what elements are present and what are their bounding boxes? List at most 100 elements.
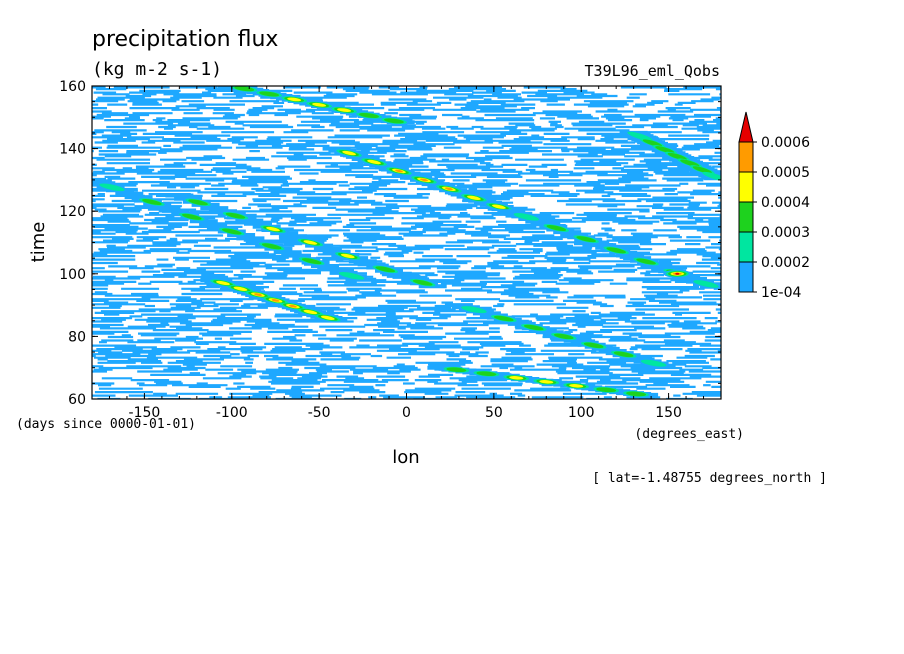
band-patch-level-2 — [412, 279, 433, 286]
band-patch-level-2 — [613, 351, 634, 358]
y-units: (days since 0000-01-01) — [16, 417, 196, 432]
band-patch-level-2 — [583, 342, 604, 349]
band-patch-level-3 — [287, 97, 302, 102]
eastward-propagating-band — [322, 146, 520, 212]
colorbar-label: 0.0006 — [761, 135, 810, 151]
band-patch-level-2 — [261, 243, 282, 250]
colorbar: 1e-04 0.0002 0.0003 0.0004 0.0005 0.0006 — [738, 111, 810, 301]
colorbar-segment — [738, 261, 754, 293]
band-patch-level-2 — [493, 315, 514, 322]
band-patch-level-2 — [680, 159, 700, 167]
colorbar-extend-arrow — [738, 111, 754, 143]
x-tick-label: -150 — [129, 405, 161, 421]
band-patch-level-3 — [233, 286, 248, 291]
x-tick-label: -50 — [308, 405, 331, 421]
y-tick-label: 160 — [59, 79, 86, 95]
band-patch-level-4 — [444, 187, 453, 191]
band-patch-level-1 — [99, 183, 125, 192]
background-streaks — [92, 86, 721, 399]
band-patch-level-2 — [188, 199, 208, 206]
colorbar-segment — [738, 231, 754, 263]
band-patch-level-4 — [271, 298, 280, 302]
x-axis-label: lon — [392, 447, 419, 468]
eastward-propagating-band — [217, 86, 415, 125]
band-patch-level-3 — [321, 315, 335, 320]
eastward-propagating-band — [444, 303, 676, 368]
y-tick-label: 140 — [59, 142, 86, 158]
band-patch-level-2 — [359, 112, 380, 119]
band-patch-level-2 — [446, 367, 467, 373]
band-patch-level-1 — [640, 359, 667, 367]
colorbar-label: 1e-04 — [761, 285, 801, 301]
band-patch-level-2 — [667, 152, 687, 161]
plot-area — [92, 86, 721, 399]
eastward-propagating-band — [427, 365, 659, 397]
band-patch-level-2 — [301, 258, 322, 265]
band-patch-level-2 — [606, 247, 626, 254]
band-patch-level-3 — [337, 108, 352, 113]
local-maximum — [663, 269, 692, 278]
band-patch-level-2 — [222, 228, 242, 235]
colorbar-label: 0.0005 — [761, 165, 810, 181]
subset-note: [ lat=-1.48755 degrees_north ] — [592, 471, 827, 486]
band-patch-level-4 — [288, 304, 297, 308]
colorbar-label: 0.0002 — [761, 255, 810, 271]
eastward-propagating-band — [200, 278, 347, 322]
band-patch-level-3 — [312, 102, 327, 107]
band-patch-level-3 — [216, 280, 230, 286]
band-patch-level-2 — [636, 258, 656, 265]
y-tick-label: 120 — [59, 204, 86, 220]
chart-units: (kg m-2 s-1) — [92, 59, 222, 80]
colorbar-segment — [738, 141, 754, 173]
band-patch-level-3 — [342, 150, 356, 156]
band-patch-level-4 — [254, 293, 262, 297]
eastward-propagating-band — [619, 130, 721, 182]
band-patch-level-2 — [384, 118, 404, 124]
band-patch-level-2 — [596, 387, 617, 393]
band-patch-level-2 — [375, 266, 396, 273]
chart-title: precipitation flux — [92, 27, 278, 52]
band-patch-level-2 — [182, 213, 202, 220]
y-tick-label: 100 — [59, 267, 86, 283]
band-patch-level-2 — [576, 236, 596, 243]
band-patch-level-2 — [692, 166, 712, 174]
y-tick-label: 60 — [68, 392, 86, 408]
band-patch-level-2 — [553, 333, 574, 340]
band-patch-level-2 — [142, 198, 162, 206]
x-axis: -150 -100 -50 0 50 100 150 — [91, 86, 722, 421]
eastward-propagating-band — [92, 177, 377, 282]
y-tick-label: 80 — [68, 329, 86, 345]
band-patch-level-3 — [467, 195, 481, 200]
colorbar-segment — [738, 171, 754, 203]
band-patch-level-4 — [395, 169, 403, 173]
x-tick-label: 0 — [402, 405, 411, 421]
colorbar-segment — [738, 201, 754, 233]
band-patch-level-1 — [702, 171, 721, 182]
band-patch-level-3 — [303, 240, 318, 245]
run-name: T39L96_eml_Qobs — [585, 62, 720, 80]
x-tick-label: -100 — [216, 405, 248, 421]
colorbar-label: 0.0003 — [761, 225, 810, 241]
band-patch-level-3 — [303, 309, 318, 315]
band-patch-level-2 — [523, 324, 544, 331]
x-tick-label: 150 — [655, 405, 682, 421]
y-axis: 60 80 100 120 140 160 — [59, 79, 721, 408]
band-patch-level-3 — [367, 159, 381, 165]
eastward-propagating-band — [165, 193, 447, 289]
band-patch-level-2 — [626, 391, 647, 397]
band-patch-level-2 — [655, 146, 675, 154]
x-tick-label: 100 — [568, 405, 595, 421]
band-patch-level-1 — [461, 306, 487, 314]
band-patch-level-2 — [476, 371, 497, 377]
band-patch-level-2 — [225, 212, 246, 219]
maximum-level-5 — [675, 272, 680, 275]
band-patch-level-3 — [539, 380, 554, 384]
band-patch-level-2 — [642, 139, 662, 147]
colorbar-label: 0.0004 — [761, 195, 810, 211]
band-patch-level-3 — [492, 204, 506, 209]
band-patch-level-3 — [266, 226, 280, 232]
band-patch-level-1 — [693, 280, 719, 288]
x-tick-label: 50 — [485, 405, 503, 421]
band-patch-level-4 — [420, 178, 428, 182]
